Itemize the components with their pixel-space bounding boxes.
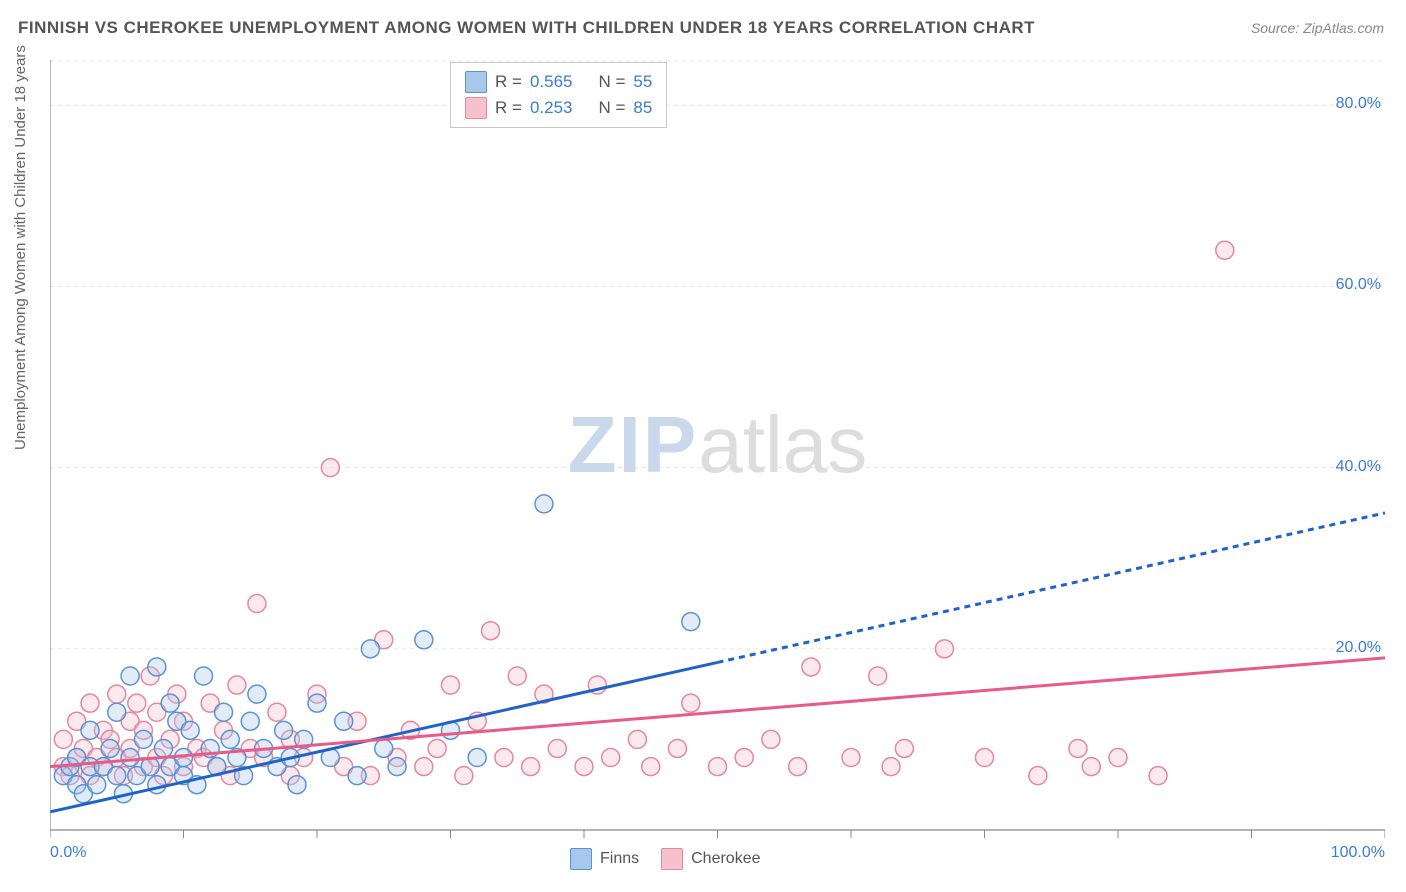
r-label: R = (495, 72, 522, 92)
correlation-legend: R = 0.565 N = 55 R = 0.253 N = 85 (450, 62, 667, 128)
n-value: 55 (633, 72, 652, 92)
r-value: 0.253 (530, 98, 573, 118)
legend-swatch (570, 848, 592, 870)
chart-title: FINNISH VS CHEROKEE UNEMPLOYMENT AMONG W… (18, 18, 1035, 38)
r-value: 0.565 (530, 72, 573, 92)
chart-area: ZIPatlas (50, 60, 1385, 830)
legend-swatch (661, 848, 683, 870)
legend-label: Cherokee (691, 850, 760, 868)
scatter-chart (50, 60, 1385, 860)
series-legend: Finns Cherokee (570, 848, 761, 870)
r-label: R = (495, 98, 522, 118)
n-label: N = (598, 72, 625, 92)
n-label: N = (598, 98, 625, 118)
legend-swatch (465, 97, 487, 119)
n-value: 85 (633, 98, 652, 118)
source-label: Source: ZipAtlas.com (1251, 20, 1384, 36)
legend-label: Finns (600, 850, 639, 868)
y-axis-label: Unemployment Among Women with Children U… (12, 45, 29, 450)
legend-swatch (465, 71, 487, 93)
